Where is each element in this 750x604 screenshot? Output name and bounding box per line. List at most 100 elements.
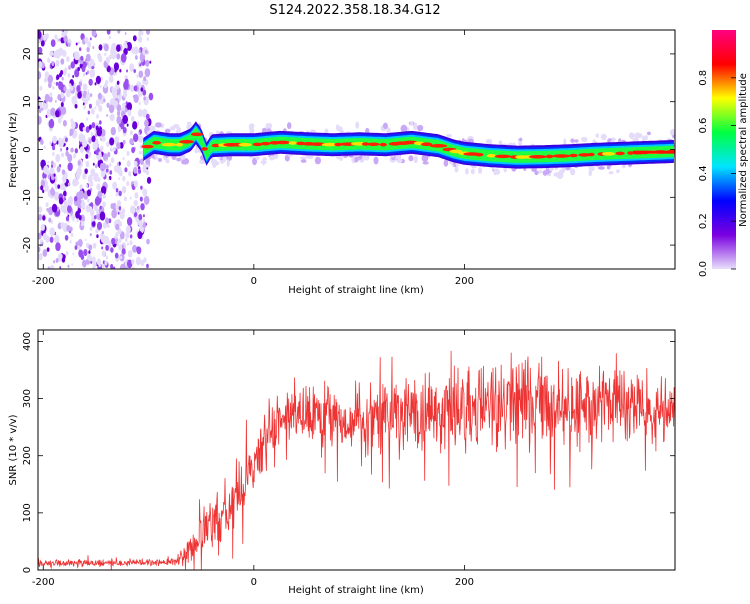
noise-speckle [111, 237, 116, 245]
noise-speckle [98, 44, 103, 51]
noise-speckle [144, 49, 148, 54]
trace-halo-speckle [214, 161, 220, 166]
trace-halo-speckle [396, 158, 403, 164]
noise-speckle [111, 42, 117, 52]
noise-speckle [40, 223, 46, 231]
noise-speckle [129, 196, 132, 200]
noise-speckle [126, 69, 128, 73]
noise-speckle [48, 82, 52, 89]
noise-speckle [148, 92, 154, 101]
noise-speckle [52, 86, 55, 90]
noise-speckle [49, 167, 55, 176]
noise-speckle [65, 30, 68, 34]
trace-core [152, 140, 161, 145]
trace-core [260, 141, 271, 146]
noise-speckle [137, 231, 143, 240]
noise-speckle [42, 33, 47, 41]
noise-speckle [99, 211, 106, 221]
noise-speckle [77, 91, 82, 99]
noise-speckle [109, 137, 115, 146]
noise-speckle [40, 185, 44, 191]
noise-speckle [118, 177, 120, 181]
noise-speckle [132, 35, 137, 42]
noise-speckle [69, 214, 72, 218]
noise-speckle [43, 165, 49, 175]
noise-speckle [57, 117, 62, 124]
noise-speckle [106, 65, 111, 73]
spectrogram-x-tick-label: 200 [455, 276, 474, 287]
noise-speckle [133, 85, 138, 92]
noise-speckle [93, 64, 96, 68]
noise-speckle [38, 70, 42, 80]
noise-speckle [47, 74, 53, 84]
trace-core [545, 154, 554, 159]
noise-speckle [65, 89, 71, 98]
colorbar: 0.0 0.2 0.4 0.6 0.8 Normalized spectral ampl… [698, 30, 749, 277]
noise-speckle [143, 195, 150, 205]
noise-speckle [136, 219, 140, 224]
noise-speckle [63, 86, 67, 92]
trace-halo-speckle [408, 155, 414, 162]
noise-speckle [74, 195, 78, 202]
spectrogram-trace [141, 120, 675, 180]
noise-speckle [117, 126, 121, 133]
noise-speckle [65, 137, 68, 143]
noise-speckle [49, 92, 53, 98]
noise-speckle [140, 57, 144, 63]
noise-speckle [123, 196, 127, 202]
noise-speckle [108, 35, 111, 40]
trace-halo-speckle [569, 168, 576, 176]
noise-speckle [103, 43, 109, 52]
noise-speckle [130, 205, 136, 215]
noise-speckle [101, 246, 104, 250]
noise-speckle [117, 30, 121, 34]
noise-speckle [80, 200, 86, 209]
noise-speckle [124, 107, 128, 113]
noise-speckle [73, 153, 77, 159]
noise-speckle [56, 74, 60, 80]
noise-speckle [90, 108, 95, 115]
spectrogram-y-tick-label: 0 [22, 146, 33, 152]
noise-speckle [81, 259, 87, 268]
trace-halo-speckle [157, 157, 162, 162]
noise-speckle [122, 139, 126, 145]
noise-speckle [67, 73, 71, 78]
noise-speckle [67, 153, 73, 163]
noise-speckle [50, 164, 54, 168]
spectrogram-y-tick-label: -10 [22, 189, 33, 205]
noise-speckle [78, 249, 84, 258]
trace-core [494, 154, 512, 159]
noise-speckle [122, 126, 127, 134]
noise-speckle [98, 120, 102, 125]
noise-speckle [61, 169, 66, 175]
trace-halo-speckle [455, 162, 459, 167]
noise-speckle [63, 35, 68, 43]
noise-speckle [84, 238, 87, 242]
noise-speckle [131, 259, 135, 265]
noise-speckle [62, 176, 67, 184]
noise-speckle [58, 38, 61, 42]
noise-speckle [98, 105, 103, 112]
trace-halo-speckle [454, 166, 459, 173]
noise-speckle [51, 60, 55, 67]
trace-halo-speckle [477, 167, 483, 174]
trace-halo-speckle [546, 168, 550, 175]
noise-speckle [123, 80, 129, 90]
snr-x-tick-label: -200 [32, 577, 55, 588]
trace-core [308, 142, 327, 146]
noise-speckle [45, 202, 49, 207]
noise-speckle [107, 171, 110, 175]
noise-speckle [106, 141, 110, 147]
noise-speckle [53, 191, 60, 201]
noise-speckle [61, 152, 65, 158]
noise-speckle [120, 53, 127, 63]
noise-speckle [58, 138, 64, 148]
noise-speckle [59, 72, 62, 78]
noise-speckle [105, 164, 109, 169]
noise-speckle [101, 192, 105, 197]
noise-speckle [87, 198, 90, 203]
trace-halo-speckle [485, 138, 493, 144]
noise-speckle [44, 184, 49, 192]
noise-speckle [142, 219, 145, 223]
noise-speckle [60, 58, 65, 65]
